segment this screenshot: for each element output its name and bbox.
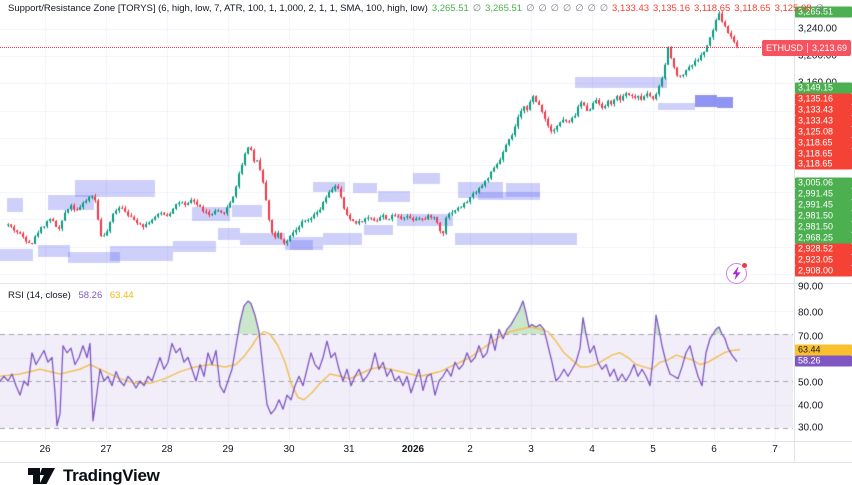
indicator-value: 3,133.43 (612, 3, 650, 14)
price-axis-badge: 3,265.51 (795, 6, 852, 18)
price-axis[interactable]: 3,240.003,200.003,160.003,265.513,149.15… (795, 0, 852, 462)
notification-dot-icon (741, 262, 748, 269)
indicator-value: 3,125.08 (774, 3, 812, 14)
price-axis-badge: 3,118.65 (795, 148, 852, 160)
indicator-value: ∅ (538, 3, 547, 14)
price-axis-badge: 2,908.00 (795, 265, 852, 277)
price-axis-badge: 3,149.15 (795, 82, 852, 94)
current-price-value: 3,213.69 (812, 43, 848, 53)
rsi-axis-badge: 63.44 (795, 344, 852, 356)
time-axis-label: 3 (528, 444, 534, 455)
current-price-badge: ETHUSD 3,213.69 (762, 40, 852, 56)
price-axis-badge: 3,125.08 (795, 126, 852, 138)
price-axis-badge: 2,928.52 (795, 243, 852, 255)
rsi-value: 58.26 (78, 290, 103, 301)
price-axis-label: 3,200.00 (798, 50, 837, 62)
price-axis-border (794, 0, 795, 462)
time-axis-label: 6 (711, 444, 717, 455)
price-axis-badge: 2,968.25 (795, 232, 852, 244)
indicator-value: 3,118.65 (694, 3, 731, 14)
indicator-value: ∅… (815, 3, 834, 14)
price-axis-badge: 2,923.05 (795, 254, 852, 266)
price-axis-badge: 3,133.43 (795, 115, 852, 127)
rsi-axis-label: 30.00 (798, 422, 824, 434)
indicator-value: ∅ (562, 3, 572, 14)
price-axis-badge: 2,991.45 (795, 188, 852, 200)
indicator-value: ∅ (472, 3, 482, 14)
indicator-value: ∅ (526, 3, 535, 14)
rsi-axis-label: 80.00 (798, 307, 824, 319)
quick-trade-button[interactable] (726, 262, 748, 284)
rsi-legend: RSI (14, close) 58.26 63.44 (8, 290, 134, 301)
price-axis-badge: 2,991.45 (795, 199, 852, 211)
price-axis-badge: 3,133.43 (795, 104, 852, 116)
rsi-title[interactable]: RSI (14, close) (8, 290, 71, 301)
indicator-legend: Support/Resistance Zone [TORYS] (6, high… (8, 3, 833, 14)
indicator-values: 3,265.51 ∅ 3,265.51 ∅ ∅ ∅ ∅ ∅ ∅ ∅ 3,133.43 3,135.16… (428, 3, 834, 14)
indicator-title[interactable]: Support/Resistance Zone [TORYS] (6, high… (8, 3, 428, 14)
time-axis-label: 5 (650, 444, 656, 455)
indicator-value: 3,265.51 (431, 3, 469, 14)
tradingview-logo[interactable]: TradingView (28, 466, 160, 485)
price-axis-label: 3,240.00 (798, 23, 837, 35)
rsi-axis-label: 50.00 (798, 377, 824, 389)
tradingview-logo-text: TradingView (63, 466, 160, 485)
price-axis-badge: 3,118.65 (795, 137, 852, 149)
indicator-value: 3,135.16 (653, 3, 690, 14)
time-axis-label: 28 (161, 444, 173, 455)
indicator-value: ∅ (587, 3, 596, 14)
rsi-axis-label: 90.00 (798, 281, 824, 293)
time-axis-label: 26 (39, 444, 51, 455)
rsi-axis-label: 40.00 (798, 400, 824, 412)
time-axis-label: 7 (772, 444, 778, 455)
badge-separator (807, 43, 809, 53)
time-axis-label: 30 (283, 444, 295, 455)
price-chart-canvas[interactable] (0, 0, 793, 283)
bottom-divider (0, 462, 852, 463)
time-axis-label: 27 (100, 444, 112, 455)
time-axis[interactable]: 26 27 28 29 30 31 2026 2 3 4 5 6 7 (0, 444, 793, 460)
time-axis-label: 2026 (401, 444, 425, 455)
indicator-value: ∅ (599, 3, 609, 14)
time-axis-divider (0, 441, 852, 442)
indicator-value: ∅ (575, 3, 584, 14)
current-price-line (0, 47, 793, 48)
indicator-value: ∅ (550, 3, 559, 14)
time-axis-label: 2 (467, 444, 473, 455)
price-axis-badge: 3,005.06 (795, 177, 852, 189)
price-axis-badge: 2,981.50 (795, 221, 852, 233)
rsi-ma-value: 63.44 (109, 290, 134, 301)
price-axis-badge: 3,118.65 (795, 158, 852, 170)
tradingview-logo-icon (28, 468, 55, 484)
symbol-label: ETHUSD (766, 43, 804, 53)
indicator-value: 3,265.51 (485, 3, 523, 14)
rsi-axis-badge: 58.26 (795, 355, 852, 367)
time-axis-label: 31 (343, 444, 355, 455)
lightning-bolt-icon (732, 267, 741, 280)
pane-divider[interactable] (0, 283, 852, 284)
price-axis-badge: 2,981.50 (795, 210, 852, 222)
price-axis-badge: 3,135.16 (795, 93, 852, 105)
time-axis-label: 4 (589, 444, 595, 455)
indicator-value: 3,118.65 (734, 3, 771, 14)
rsi-axis-label: 70.00 (798, 331, 824, 343)
rsi-chart-canvas[interactable] (0, 285, 793, 440)
time-axis-label: 29 (222, 444, 234, 455)
